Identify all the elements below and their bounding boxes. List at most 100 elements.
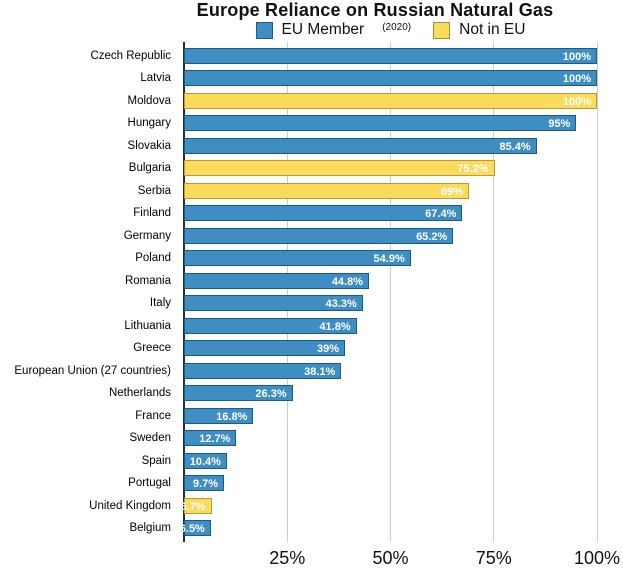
chart-row: Bulgaria 75.2%: [0, 157, 597, 180]
legend-label-not-in-eu: Not in EU: [459, 21, 526, 38]
y-axis-line: [183, 42, 185, 542]
bar: 9.7%: [184, 475, 225, 492]
bar: 67.4%: [184, 205, 463, 222]
country-label: Bulgaria: [128, 162, 171, 175]
bar: 100%: [184, 92, 597, 109]
bar-value-label: 100%: [562, 95, 591, 108]
bar-track: 6.5%: [180, 520, 597, 537]
bar: 10.4%: [184, 452, 227, 469]
chart-row: Finland 67.4%: [0, 202, 597, 225]
bar-value-label: 54.9%: [373, 253, 405, 266]
bar-track: 69%: [184, 182, 597, 199]
chart-row: Sweden 12.7%: [0, 427, 597, 450]
bar-track: 41.8%: [184, 317, 597, 334]
gridline-100%: [596, 42, 598, 542]
country-label: Greece: [133, 342, 171, 355]
chart-row: Spain 10.4%: [0, 450, 597, 473]
chart-row: Italy 43.3%: [0, 292, 597, 315]
bar-track: 100%: [184, 92, 597, 109]
not-in-eu-swatch-icon: [433, 21, 451, 39]
bar-track: 43.3%: [184, 295, 597, 312]
gridline-25%: [286, 42, 288, 542]
country-label: Finland: [133, 207, 171, 220]
country-label: European Union (27 countries): [14, 364, 171, 377]
x-tick-label: 75%: [475, 548, 512, 568]
country-label: France: [135, 409, 171, 422]
chart-row: Belgium 6.5%: [0, 517, 597, 540]
chart-row: Hungary 95%: [0, 112, 597, 135]
bar: 6.5%: [180, 520, 211, 537]
country-label: Czech Republic: [90, 49, 171, 62]
bar-value-label: 67.4%: [425, 208, 457, 221]
chart-row: European Union (27 countries) 38.1%: [0, 360, 597, 383]
country-label: Sweden: [129, 432, 171, 445]
bar: 100%: [184, 47, 597, 64]
chart-title: Europe Reliance on Russian Natural Gas: [196, 0, 554, 20]
country-label: Netherlands: [108, 387, 171, 400]
bar: 12.7%: [184, 430, 237, 447]
chart-row: Latvia 100%: [0, 67, 597, 90]
country-label: Hungary: [127, 117, 171, 130]
country-label: Slovakia: [127, 139, 171, 152]
chart-row: Czech Republic 100%: [0, 45, 597, 68]
chart-row: Germany 65.2%: [0, 225, 597, 248]
country-label: Portugal: [128, 477, 171, 490]
bar: 95%: [184, 115, 577, 132]
bar-value-label: 9.7%: [192, 478, 219, 491]
bar-value-label: 100%: [562, 73, 591, 86]
bar: 38.1%: [184, 362, 342, 379]
bar-value-label: 43.3%: [325, 298, 357, 311]
bar-track: 26.3%: [184, 385, 597, 402]
bar: 44.8%: [184, 272, 370, 289]
bar-value-label: 95%: [548, 118, 571, 131]
country-label: Latvia: [140, 72, 171, 85]
chart-row: Moldova 100%: [0, 90, 597, 113]
bar-value-label: 6.5%: [179, 523, 205, 536]
bar-value-label: 41.8%: [319, 320, 351, 333]
chart-subtitle-year: (2020): [382, 21, 412, 33]
bar-value-label: 100%: [562, 50, 591, 63]
bar: 26.3%: [184, 385, 293, 402]
bar-value-label: 10.4%: [189, 455, 221, 468]
bar-track: 65.2%: [184, 227, 597, 244]
bar-value-label: 12.7%: [199, 433, 231, 446]
bar: 39%: [184, 340, 346, 357]
country-label: Italy: [149, 297, 171, 310]
bar-track: 95%: [184, 115, 597, 132]
bar-track: 67.4%: [184, 205, 597, 222]
bar: 75.2%: [184, 160, 495, 177]
chart-row: Serbia 69%: [0, 180, 597, 203]
bar-value-label: 26.3%: [255, 388, 287, 401]
chart-row: Romania 44.8%: [0, 270, 597, 293]
country-label: Spain: [141, 454, 171, 467]
bar: 85.4%: [184, 137, 537, 154]
bar-value-label: 6.7%: [180, 500, 206, 513]
x-tick-label: 100%: [573, 548, 621, 568]
chart-row: Greece 39%: [0, 337, 597, 360]
bar-track: 100%: [184, 70, 597, 87]
bar-track: 16.8%: [184, 407, 597, 424]
gridline-75%: [493, 42, 495, 542]
country-label: Germany: [123, 229, 171, 242]
chart-row: Portugal 9.7%: [0, 472, 597, 495]
country-label: Poland: [135, 252, 171, 265]
bar-track: 100%: [184, 47, 597, 64]
bar-track: 9.7%: [184, 475, 597, 492]
bar: 41.8%: [184, 317, 357, 334]
bar: 65.2%: [184, 227, 454, 244]
country-label: Moldova: [127, 94, 171, 107]
bar: 100%: [184, 70, 597, 87]
bar-value-label: 65.2%: [416, 230, 448, 243]
chart-row: Netherlands 26.3%: [0, 382, 597, 405]
bar-track: 39%: [184, 340, 597, 357]
x-axis: 25% 50% 75% 100%: [184, 548, 620, 572]
chart-row: Lithuania 41.8%: [0, 315, 597, 338]
bar: 6.7%: [180, 497, 212, 514]
country-label: Belgium: [129, 522, 171, 535]
plot-area: [183, 42, 598, 542]
bar-track: 12.7%: [184, 430, 597, 447]
gridline-50%: [390, 42, 391, 542]
bar-track: 54.9%: [184, 250, 597, 267]
bar-value-label: 39%: [317, 343, 340, 356]
